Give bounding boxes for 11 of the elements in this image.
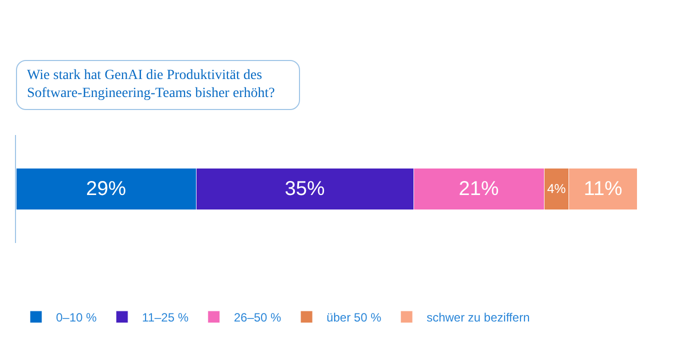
legend-label: schwer zu beziffern xyxy=(426,310,530,325)
data-label: 29% xyxy=(86,178,126,200)
legend-label: 26–50 % xyxy=(234,310,282,325)
chart-title: Wie stark hat GenAI die Produktivität des Software-Engineering-Teams bisher erhöht? xyxy=(16,60,300,110)
legend-label: 0–10 % xyxy=(56,310,98,325)
data-label: 35% xyxy=(284,178,326,200)
data-label: 4% xyxy=(547,180,566,196)
data-label: 11% xyxy=(584,178,623,200)
legend-label: 11–25 % xyxy=(142,310,189,325)
data-label: 21% xyxy=(458,178,499,200)
legend-label: über 50 % xyxy=(326,310,382,325)
